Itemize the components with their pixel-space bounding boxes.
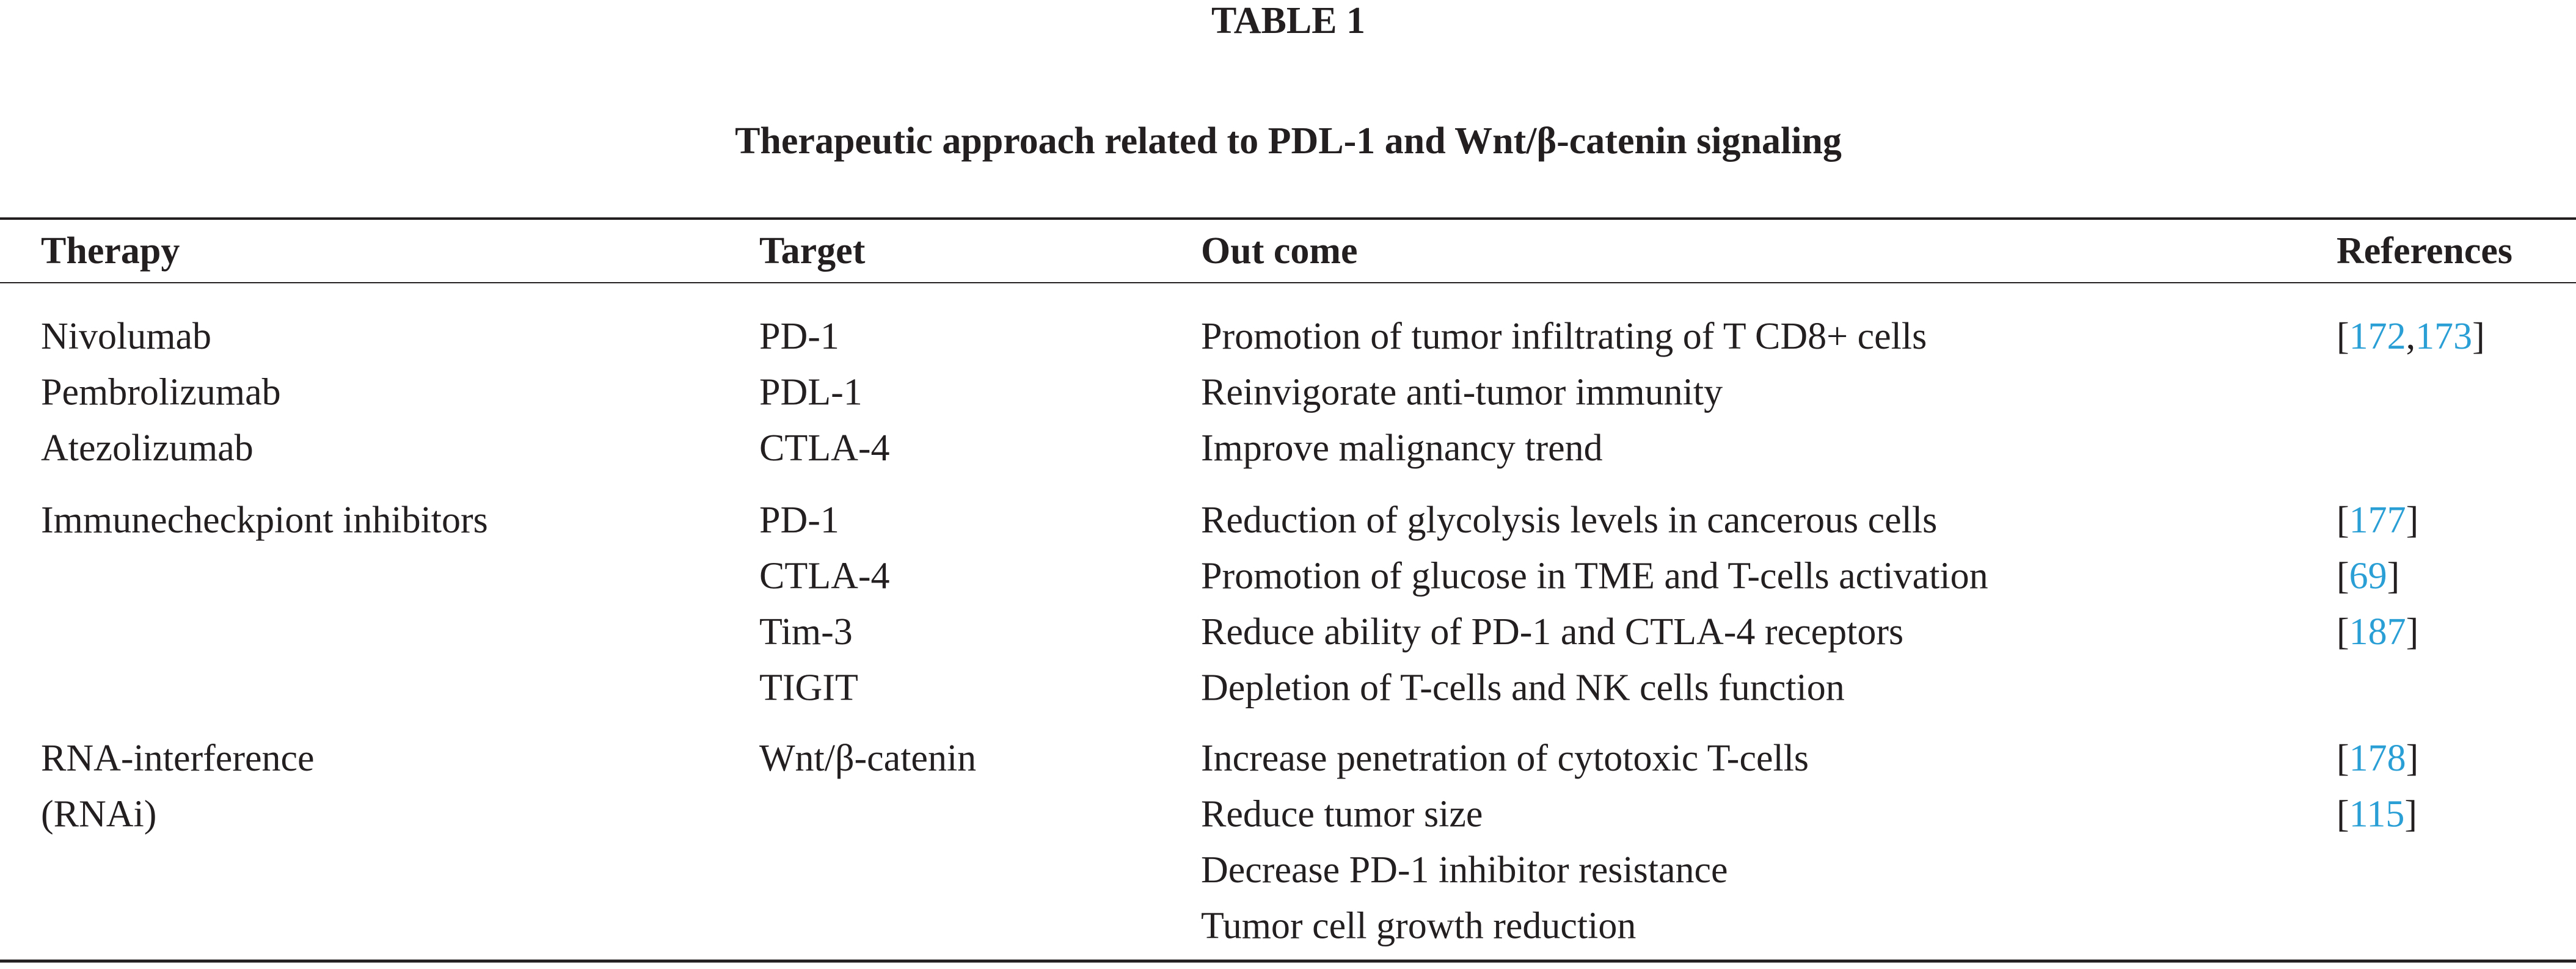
reference-punctuation: ] [2406, 738, 2419, 779]
reference-punctuation: [ [2337, 738, 2349, 779]
table-label: TABLE 1 [1211, 0, 1365, 42]
outcome-cell: Reinvigorate anti-tumor immunity [1201, 372, 1723, 413]
reference-link[interactable]: 172 [2349, 316, 2406, 357]
reference-cell: [187] [2337, 611, 2418, 653]
reference-link[interactable]: 115 [2349, 794, 2405, 835]
outcome-cell: Improve malignancy trend [1201, 427, 1603, 469]
target-cell: Tim-3 [759, 611, 853, 653]
outcome-cell: Reduction of glycolysis levels in cancer… [1201, 499, 1937, 541]
column-header: Therapy [41, 230, 180, 272]
outcome-cell: Promotion of tumor infiltrating of T CD8… [1201, 316, 1927, 357]
target-cell: CTLA-4 [759, 556, 890, 597]
target-cell: PDL-1 [759, 372, 863, 413]
therapy-cell: Immunecheckpiont inhibitors [41, 499, 488, 541]
reference-punctuation: [ [2337, 499, 2349, 541]
target-cell: Wnt/β-catenin [759, 738, 976, 779]
therapy-cell: Pembrolizumab [41, 372, 281, 413]
outcome-cell: Decrease PD-1 inhibitor resistance [1201, 849, 1728, 891]
column-header: Out come [1201, 230, 1358, 272]
reference-punctuation: [ [2337, 794, 2349, 835]
target-cell: PD-1 [759, 499, 839, 541]
reference-punctuation: , [2406, 316, 2416, 357]
target-cell: CTLA-4 [759, 427, 890, 469]
reference-link[interactable]: 177 [2349, 499, 2406, 541]
reference-link[interactable]: 187 [2349, 611, 2406, 653]
therapy-cell: Atezolizumab [41, 427, 254, 469]
therapy-cell: RNA-interference [41, 738, 315, 779]
reference-punctuation: [ [2337, 556, 2349, 597]
column-header: Target [759, 230, 866, 272]
reference-cell: [177] [2337, 499, 2418, 541]
target-cell: TIGIT [759, 667, 858, 709]
column-header: References [2337, 230, 2512, 272]
reference-punctuation: ] [2406, 499, 2419, 541]
reference-cell: [178] [2337, 738, 2418, 779]
table-title: Therapeutic approach related to PDL-1 an… [735, 120, 1842, 162]
reference-cell: [115] [2337, 794, 2417, 835]
target-cell: PD-1 [759, 316, 839, 357]
reference-punctuation: [ [2337, 316, 2349, 357]
therapy-cell: (RNAi) [41, 794, 156, 835]
reference-punctuation: ] [2387, 556, 2400, 597]
reference-punctuation: ] [2404, 794, 2417, 835]
reference-punctuation: ] [2472, 316, 2485, 357]
reference-link[interactable]: 69 [2349, 556, 2387, 597]
reference-punctuation: ] [2406, 611, 2419, 653]
outcome-cell: Promotion of glucose in TME and T-cells … [1201, 556, 1988, 597]
reference-punctuation: [ [2337, 611, 2349, 653]
reference-link[interactable]: 178 [2349, 738, 2406, 779]
outcome-cell: Depletion of T-cells and NK cells functi… [1201, 667, 1845, 709]
reference-cell: [69] [2337, 556, 2399, 597]
outcome-cell: Reduce ability of PD-1 and CTLA-4 recept… [1201, 611, 1903, 653]
therapy-cell: Nivolumab [41, 316, 211, 357]
outcome-cell: Increase penetration of cytotoxic T-cell… [1201, 738, 1809, 779]
outcome-cell: Reduce tumor size [1201, 794, 1483, 835]
reference-cell: [172,173] [2337, 316, 2485, 357]
reference-link[interactable]: 173 [2415, 316, 2472, 357]
outcome-cell: Tumor cell growth reduction [1201, 905, 1636, 947]
